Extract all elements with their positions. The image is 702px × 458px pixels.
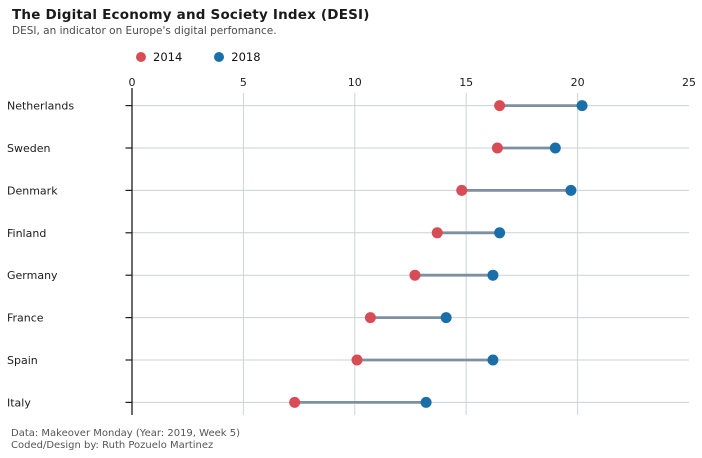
dot-2014-sweden bbox=[491, 142, 503, 154]
dot-2018-denmark bbox=[565, 184, 577, 196]
chart-subtitle: DESI, an indicator on Europe's digital p… bbox=[12, 25, 277, 37]
legend-item-2014: 2014 bbox=[136, 50, 182, 64]
x-tick-label-5: 5 bbox=[240, 76, 247, 89]
dot-2018-spain bbox=[487, 354, 499, 366]
category-label-denmark: Denmark bbox=[7, 184, 58, 197]
x-tick-label-15: 15 bbox=[459, 76, 473, 89]
category-label-spain: Spain bbox=[7, 354, 38, 367]
x-tick-label-20: 20 bbox=[571, 76, 585, 89]
chart-title: The Digital Economy and Society Index (D… bbox=[12, 7, 370, 23]
legend-dot-2018-icon bbox=[214, 52, 225, 62]
legend-item-2018: 2018 bbox=[214, 50, 261, 64]
category-label-germany: Germany bbox=[7, 269, 58, 282]
legend: 2014 2018 bbox=[136, 50, 261, 64]
x-tick-label-0: 0 bbox=[129, 76, 136, 89]
dot-2018-germany bbox=[487, 269, 499, 281]
footer-source: Data: Makeover Monday (Year: 2019, Week … bbox=[11, 428, 240, 439]
category-label-france: France bbox=[7, 312, 44, 325]
legend-label-2014: 2014 bbox=[153, 50, 183, 64]
dot-2018-italy bbox=[420, 396, 432, 408]
legend-label-2018: 2018 bbox=[231, 50, 261, 64]
category-label-sweden: Sweden bbox=[7, 142, 50, 155]
x-tick-label-10: 10 bbox=[348, 76, 362, 89]
dot-2014-germany bbox=[409, 269, 421, 281]
category-label-finland: Finland bbox=[7, 227, 46, 240]
dot-2018-sweden bbox=[549, 142, 561, 154]
dot-2014-netherlands bbox=[494, 100, 506, 112]
legend-dot-2014-icon bbox=[136, 52, 146, 62]
dot-2014-finland bbox=[431, 227, 443, 239]
x-tick-label-25: 25 bbox=[682, 76, 696, 89]
chart-footer: Data: Makeover Monday (Year: 2019, Week … bbox=[11, 428, 240, 451]
category-label-italy: Italy bbox=[7, 396, 31, 409]
dot-2014-denmark bbox=[456, 184, 468, 196]
dot-2014-france bbox=[364, 312, 376, 324]
dot-2018-netherlands bbox=[576, 100, 588, 112]
dot-2014-spain bbox=[351, 354, 363, 366]
category-label-netherlands: Netherlands bbox=[7, 100, 74, 113]
footer-credit: Coded/Design by: Ruth Pozuelo Martinez bbox=[11, 439, 214, 451]
dot-2014-italy bbox=[289, 396, 301, 408]
dot-2018-france bbox=[440, 312, 452, 324]
dot-2018-finland bbox=[494, 227, 506, 239]
